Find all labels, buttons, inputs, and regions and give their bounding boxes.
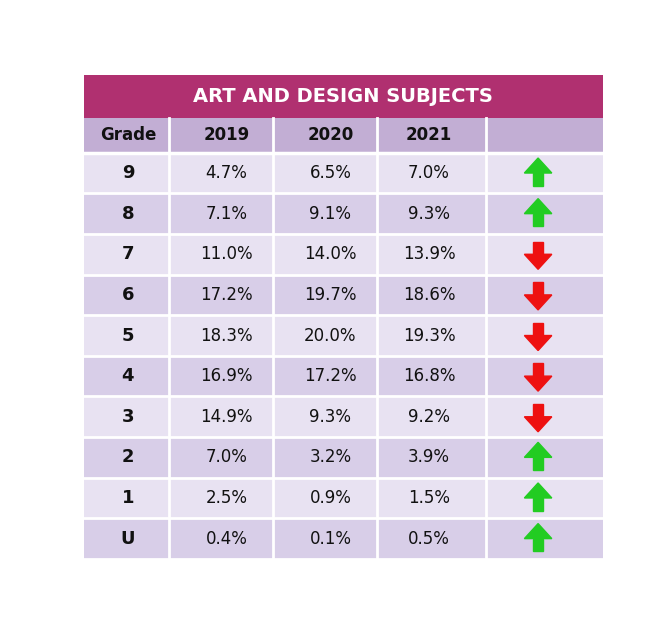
Text: 13.9%: 13.9% [403,246,456,263]
Polygon shape [525,442,552,457]
Text: 6: 6 [122,286,134,304]
Polygon shape [525,483,552,498]
Bar [84,478,603,518]
Polygon shape [533,457,543,470]
Text: 6.5%: 6.5% [310,164,351,182]
Text: Grade: Grade [100,126,156,144]
Polygon shape [525,335,552,350]
Text: 17.2%: 17.2% [304,367,356,385]
Polygon shape [525,524,552,539]
Bar [84,315,603,356]
Text: 14.0%: 14.0% [304,246,356,263]
Polygon shape [525,376,552,391]
Text: 19.3%: 19.3% [403,327,456,345]
Bar [84,153,603,193]
Polygon shape [533,242,543,254]
Polygon shape [533,498,543,511]
Text: 19.7%: 19.7% [304,286,356,304]
Text: 0.5%: 0.5% [408,529,450,548]
Text: 2020: 2020 [308,126,354,144]
Text: 14.9%: 14.9% [200,408,253,426]
Text: 0.4%: 0.4% [206,529,247,548]
Polygon shape [533,364,543,376]
Bar [84,437,603,478]
Bar [84,75,603,118]
Text: 18.3%: 18.3% [200,327,253,345]
Text: U: U [121,529,135,548]
Polygon shape [525,254,552,269]
Polygon shape [533,404,543,417]
Text: 11.0%: 11.0% [200,246,253,263]
Text: 0.1%: 0.1% [310,529,351,548]
Bar [84,193,603,234]
Bar [84,234,603,274]
Text: 18.6%: 18.6% [403,286,456,304]
Text: 4.7%: 4.7% [206,164,247,182]
Text: 7.0%: 7.0% [206,448,247,467]
Text: 17.2%: 17.2% [200,286,253,304]
Text: 7: 7 [122,246,134,263]
Text: ART AND DESIGN SUBJECTS: ART AND DESIGN SUBJECTS [194,87,493,106]
Bar [84,118,603,153]
Text: 9: 9 [122,164,134,182]
Text: 16.8%: 16.8% [403,367,456,385]
Polygon shape [525,158,552,173]
Polygon shape [525,417,552,432]
Polygon shape [533,214,543,227]
Polygon shape [533,539,543,551]
Text: 1.5%: 1.5% [408,489,450,507]
Text: 20.0%: 20.0% [304,327,356,345]
Bar [84,396,603,437]
Text: 0.9%: 0.9% [310,489,351,507]
Text: 7.0%: 7.0% [408,164,450,182]
Text: 9.3%: 9.3% [310,408,351,426]
Bar [84,356,603,396]
Text: 5: 5 [122,327,134,345]
Text: 2: 2 [122,448,134,467]
Polygon shape [525,295,552,310]
Polygon shape [533,323,543,335]
Bar [84,518,603,559]
Text: 7.1%: 7.1% [206,205,247,223]
Text: 3.2%: 3.2% [310,448,352,467]
Polygon shape [533,173,543,186]
Text: 9.2%: 9.2% [408,408,450,426]
Text: 9.1%: 9.1% [310,205,351,223]
Text: 1: 1 [122,489,134,507]
Text: 3: 3 [122,408,134,426]
Text: 16.9%: 16.9% [200,367,253,385]
Text: 2019: 2019 [204,126,250,144]
Text: 8: 8 [121,205,134,223]
Text: 2.5%: 2.5% [206,489,247,507]
Bar [84,274,603,315]
Text: 9.3%: 9.3% [408,205,450,223]
Polygon shape [533,282,543,295]
Text: 2021: 2021 [406,126,452,144]
Text: 3.9%: 3.9% [408,448,450,467]
Text: 4: 4 [122,367,134,385]
Polygon shape [525,198,552,214]
